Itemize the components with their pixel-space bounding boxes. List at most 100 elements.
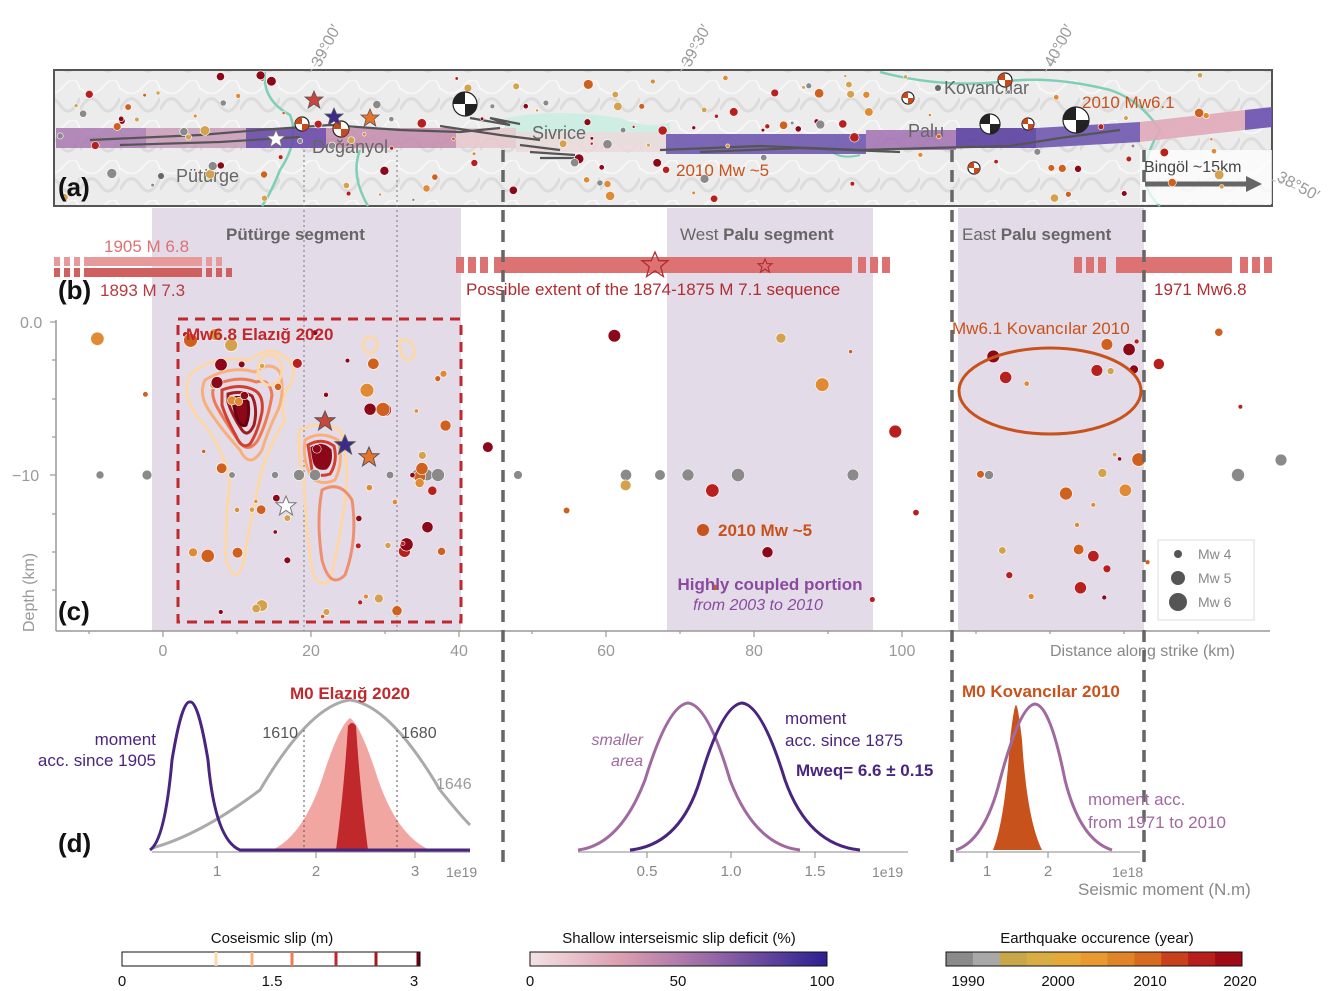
bingol-label: Bingöl ~15km [1144, 159, 1241, 176]
x-tick-label: 20 [302, 643, 320, 660]
epicentre-dot [1074, 581, 1087, 595]
acc1905-label: moment [95, 730, 157, 749]
epicentre-dot [228, 471, 236, 479]
epicentre-dot [1087, 550, 1100, 563]
epicentre-dot [705, 483, 720, 498]
epicentre-dot [379, 166, 390, 176]
epicentre-dot [73, 103, 79, 108]
epicentre-dot [1194, 108, 1205, 118]
acc1971-label: moment acc. [1088, 790, 1185, 809]
epicentre-dot [917, 152, 924, 158]
place-kovancilar: Kovancılar [944, 78, 1029, 98]
epicentre-dot [313, 119, 323, 129]
colorbar-block [1188, 952, 1216, 966]
epicentre-dot [631, 125, 636, 129]
epicentre-dot [193, 113, 198, 119]
depth-stars [274, 409, 381, 517]
epicentre-dot [1058, 164, 1067, 173]
size-legend: Mw 4 Mw 5 Mw 6 [1169, 546, 1232, 611]
lat-label: 39°00′ [309, 22, 345, 70]
epicentre-dot [216, 72, 225, 82]
epicentre-dot [409, 472, 416, 479]
epicentre-dot [482, 441, 494, 453]
epicentre-dot [489, 103, 495, 109]
epicentre-dot [141, 469, 153, 481]
epicentre-dot [1049, 193, 1059, 203]
epicentre-dot [583, 79, 594, 90]
east-palu-label: East Palu segment [962, 225, 1112, 244]
epicentre-dot [976, 470, 985, 479]
epicentre-dot [292, 358, 303, 369]
colorbar-tick: 2000 [1041, 973, 1074, 990]
x-tick-label: 40 [450, 643, 468, 660]
epicentre-dot [760, 154, 768, 162]
epicentre-dot [764, 123, 771, 130]
epicentre-dot [1211, 148, 1217, 155]
epicentre-dot [374, 593, 384, 604]
focal-mechanism-quadrant [1063, 107, 1089, 133]
colorbar-tick: 1.5 [262, 973, 283, 990]
epicentre-dot [357, 599, 363, 606]
epicentre-dot [347, 136, 356, 145]
epicentre-star [357, 445, 381, 468]
epicentre-dot [657, 125, 668, 136]
panel-label-d: (d) [58, 828, 91, 858]
epicentre-dot [589, 136, 594, 141]
fault-traces [89, 116, 1121, 160]
focal-mechanism-quadrant [295, 117, 309, 131]
epicentre-dot [1074, 522, 1080, 528]
panel-label-a: (a) [58, 172, 90, 202]
acc1875-label: moment [785, 709, 847, 728]
epicentre-dot [274, 382, 283, 391]
epicentre-dot [422, 184, 431, 193]
bingol-arrow-head [1246, 176, 1262, 192]
x-tick-label: 100 [889, 643, 916, 660]
colorbar-title: Earthquake occurence (year) [1000, 930, 1193, 947]
epicentre-dot [416, 118, 427, 129]
epicentre-dot [1006, 89, 1012, 95]
epicentre-dot [603, 180, 612, 188]
epicentre-dot [359, 383, 375, 398]
rupture-1874-bar [456, 257, 890, 273]
colorbar-occurrence: Earthquake occurence (year) 1990 2000 20… [945, 930, 1257, 990]
epicentre-dot [471, 151, 477, 156]
epicentre-dot [251, 604, 261, 614]
epicentre-dot [224, 338, 238, 352]
colorbar-block [1215, 952, 1243, 966]
west-palu-label: West Palu segment [680, 225, 834, 244]
epicentre-star [303, 89, 325, 109]
epicentre-star [274, 494, 298, 517]
acc1905-label: acc. since 1905 [38, 751, 156, 770]
colorbar-tick: 3 [410, 973, 418, 990]
epicentre-dot [903, 74, 908, 80]
moment-since-1875-curve [629, 701, 861, 852]
epicentre-dot [283, 514, 291, 522]
epicentre-dot [320, 614, 326, 619]
label-2010-mw5: 2010 Mw ~5 [676, 161, 769, 180]
rupture-1874-star [756, 257, 774, 274]
colorbar-block [1080, 952, 1108, 966]
epicentre-dot [434, 375, 442, 382]
epicentre-dot [345, 190, 352, 197]
epicentre-dot [815, 377, 830, 392]
epicentre-dot [1197, 72, 1203, 79]
colorbar-frame [945, 951, 1243, 967]
epicentre-dot [389, 145, 394, 151]
label-1905: 1905 M 6.8 [104, 237, 189, 256]
epicentre-dot [385, 470, 395, 480]
map-quake-labels: 2010 Mw6.1 2010 Mw ~5 [676, 93, 1175, 180]
quake-2010-mw5-marker [697, 524, 709, 536]
epicentre-dot [238, 360, 246, 369]
puturge-segment-label: Pütürge segment [226, 225, 365, 244]
y-tick-label: 0.0 [20, 315, 42, 332]
epicentre-dot [355, 542, 362, 550]
epicentre-dot [234, 396, 244, 406]
epicentre-dot [775, 332, 787, 344]
epicentre-dot [613, 101, 623, 111]
epicentre-dot [1065, 191, 1072, 198]
place-sivrice: Sivrice [532, 123, 586, 143]
x-ticks [88, 631, 1199, 637]
y-ticks [50, 321, 56, 591]
epicentre-star [313, 409, 337, 432]
label-2010-mw61: 2010 Mw6.1 [1082, 93, 1175, 112]
